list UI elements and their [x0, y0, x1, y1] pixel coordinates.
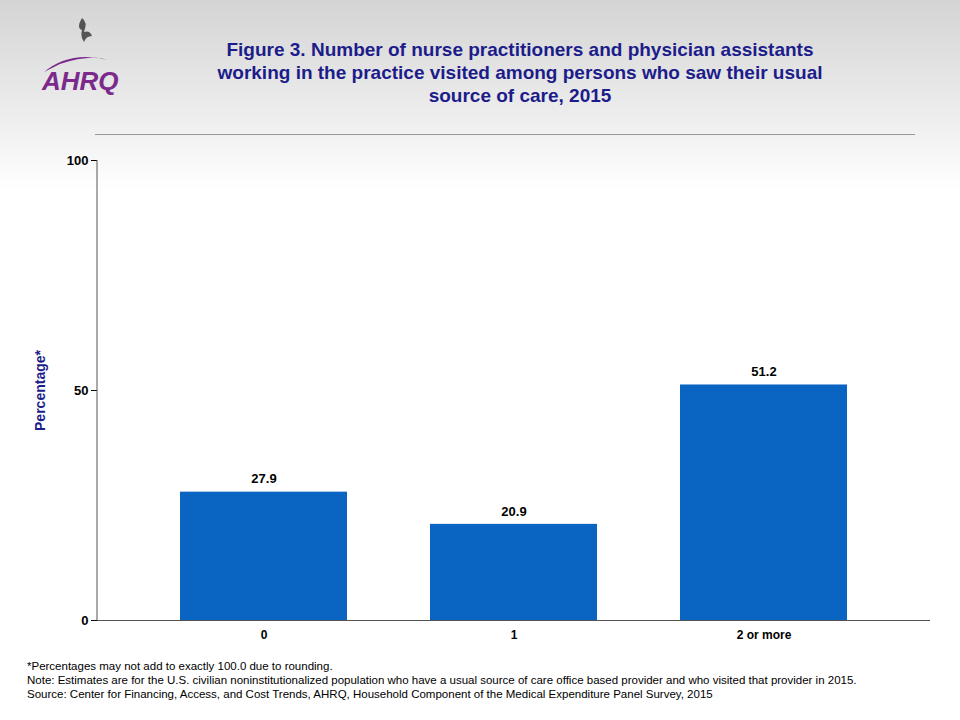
html-text:Note: Estimates are for the U.: Note: Estimates are for the U.S. civilia… [27, 674, 857, 686]
html-text:Figure 3. Number of nurse prac: Figure 3. Number of nurse practitioners … [217, 39, 823, 106]
svg-text:0: 0 [81, 613, 88, 628]
svg-text:100: 100 [67, 153, 89, 168]
svg-text:AHRQ: AHRQ [41, 66, 119, 96]
svg-text:0: 0 [261, 628, 268, 642]
html-text:Source: Center for Financing,: Source: Center for Financing, Access, an… [27, 688, 713, 700]
svg-text:51.2: 51.2 [751, 364, 776, 379]
svg-text:2 or more: 2 or more [737, 628, 792, 642]
svg-text:20.9: 20.9 [501, 504, 526, 519]
svg-text:27.9: 27.9 [251, 471, 276, 486]
html-text:*Percentages may not add to ex: *Percentages may not add to exactly 100.… [27, 660, 333, 672]
svg-text:50: 50 [74, 383, 88, 398]
svg-text:Percentage*: Percentage* [32, 349, 48, 430]
svg-text:1: 1 [511, 628, 518, 642]
